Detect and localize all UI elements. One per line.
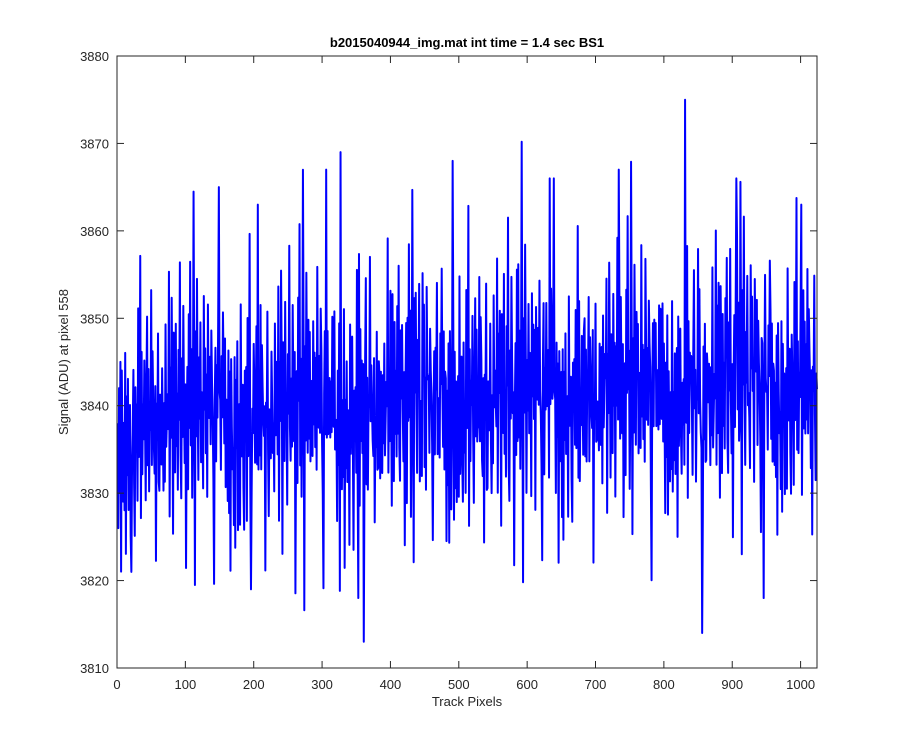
- y-tick-label: 3830: [80, 486, 109, 501]
- x-axis: 0 100 200 300 400 500 600 700 800 900 1000: [113, 56, 815, 692]
- y-tick-label: 3810: [80, 661, 109, 676]
- axes-box: [116, 55, 818, 669]
- series-layer: [116, 98, 818, 643]
- y-tick-label: 3820: [80, 574, 109, 589]
- series-line-0: [116, 98, 818, 643]
- y-tick-label: 3880: [80, 49, 109, 64]
- x-tick-label: 400: [380, 677, 402, 692]
- x-tick-label: 600: [516, 677, 538, 692]
- y-tick-label: 3840: [80, 399, 109, 414]
- y-tick-label: 3850: [80, 311, 109, 326]
- y-axis-label: Signal (ADU) at pixel 558: [56, 289, 71, 435]
- x-tick-label: 700: [585, 677, 607, 692]
- y-tick-label: 3860: [80, 224, 109, 239]
- x-tick-label: 900: [721, 677, 743, 692]
- y-tick-label: 3870: [80, 136, 109, 151]
- x-tick-label: 200: [243, 677, 265, 692]
- x-tick-label: 300: [311, 677, 333, 692]
- x-tick-label: 800: [653, 677, 675, 692]
- y-axis: 3810 3820 3830 3840 3850 3860 3870 3880: [80, 49, 817, 676]
- x-tick-label: 100: [175, 677, 197, 692]
- chart-title: b2015040944_img.mat int time = 1.4 sec B…: [330, 35, 604, 50]
- x-tick-label: 0: [113, 677, 120, 692]
- x-tick-label: 1000: [786, 677, 815, 692]
- x-axis-label: Track Pixels: [432, 694, 503, 709]
- x-tick-label: 500: [448, 677, 470, 692]
